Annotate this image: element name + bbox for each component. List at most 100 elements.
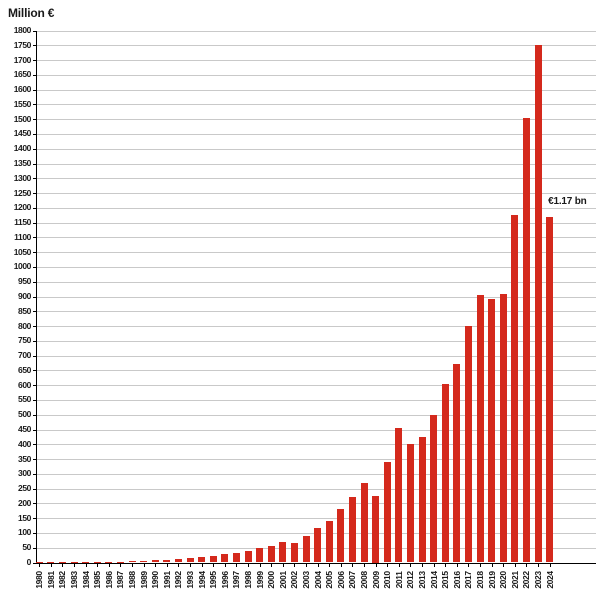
x-axis-label: 1981 (45, 571, 56, 589)
y-axis-label: 1100 (14, 231, 31, 242)
bar-1987 (116, 561, 124, 563)
y-axis-label: 1800 (13, 25, 32, 35)
x-axis-tick (201, 563, 203, 567)
x-axis-label: 1989 (138, 571, 149, 589)
y-axis-tick (33, 281, 36, 283)
y-axis-label: 650 (18, 364, 31, 375)
x-axis-label: 2023 (533, 571, 543, 589)
x-axis-tick (224, 563, 226, 567)
x-axis-label: 1996 (219, 571, 230, 589)
bar-2015 (441, 383, 449, 563)
x-axis-tick (329, 563, 331, 567)
bar-1984 (82, 561, 90, 563)
y-axis-tick (33, 60, 36, 62)
y-axis-tick (33, 45, 36, 47)
x-axis-label: 2004 (312, 571, 323, 589)
x-axis-label: 2021 (509, 571, 520, 589)
y-axis-label: 500 (18, 409, 31, 420)
gridline (36, 163, 596, 165)
y-axis-label: 1000 (13, 261, 32, 272)
gridline (36, 429, 596, 431)
x-axis-label: 2014 (428, 571, 439, 589)
gridline (36, 119, 596, 121)
bar-1983 (70, 561, 78, 563)
x-axis-tick (352, 563, 354, 567)
x-axis-label: 1995 (208, 571, 219, 589)
x-axis-tick (155, 563, 157, 567)
y-axis-label: 450 (18, 424, 31, 434)
y-axis-label: 1600 (13, 84, 32, 95)
x-axis-tick (248, 563, 249, 567)
y-axis-tick (33, 429, 36, 431)
y-axis-tick (33, 385, 36, 387)
y-axis-label: 1200 (13, 202, 32, 213)
bar-2008 (360, 482, 368, 563)
x-axis-tick (120, 563, 122, 567)
y-axis-label: 1350 (13, 158, 32, 168)
y-axis-label: 150 (18, 512, 31, 523)
y-axis-label: 1550 (13, 98, 32, 109)
y-axis-label: 1150 (14, 217, 31, 228)
x-axis-tick (108, 563, 110, 567)
gridline (36, 30, 596, 32)
x-axis-label: 1986 (103, 571, 114, 589)
y-axis-label: 300 (18, 468, 31, 479)
gridline (36, 252, 596, 254)
gridline (36, 89, 596, 91)
bar-1980 (35, 561, 43, 563)
bar-2001 (279, 541, 287, 563)
x-axis-label: 1984 (80, 571, 91, 589)
x-axis-label: 1982 (57, 571, 68, 589)
x-axis-tick (549, 563, 551, 567)
x-axis-line (36, 562, 596, 564)
y-axis-tick (33, 222, 36, 224)
y-axis-tick (33, 326, 36, 328)
bar-1986 (105, 561, 113, 563)
y-axis-tick (33, 444, 36, 446)
x-axis-label: 1987 (115, 571, 126, 589)
bar-1988 (128, 561, 136, 563)
gridline (36, 311, 596, 313)
x-axis-label: 1998 (243, 571, 253, 589)
bar-2010 (383, 462, 391, 563)
bar-1990 (151, 560, 159, 563)
x-axis-label: 1991 (161, 571, 172, 589)
y-axis-tick (33, 148, 36, 150)
bar-1985 (93, 561, 101, 563)
y-axis-label: 1250 (13, 187, 32, 198)
x-axis-tick (398, 563, 400, 567)
gridline (36, 385, 596, 387)
x-axis-tick (50, 563, 52, 567)
y-axis-label: 350 (18, 453, 31, 464)
x-axis-label: 2024 (544, 571, 555, 589)
bar-2022 (522, 117, 530, 563)
y-axis-tick (33, 237, 36, 239)
bar-2005 (325, 521, 333, 563)
gridline (36, 60, 596, 62)
x-axis-tick (375, 563, 377, 567)
gridline (36, 178, 596, 180)
bar-1995 (209, 555, 217, 563)
y-axis-tick (33, 266, 36, 268)
x-axis-tick (178, 563, 180, 567)
x-axis-tick (259, 563, 261, 567)
x-axis-tick (236, 563, 238, 567)
y-axis-label: 50 (22, 542, 31, 553)
gridline (36, 370, 596, 372)
gridline (36, 503, 596, 505)
bar-2006 (337, 509, 345, 563)
x-axis-tick (294, 563, 296, 567)
x-axis-label: 1993 (185, 571, 195, 589)
gridline (36, 207, 596, 209)
x-axis-tick (132, 563, 133, 567)
y-axis-tick (33, 370, 36, 372)
y-axis-tick (33, 119, 36, 121)
y-axis-label: 250 (18, 483, 31, 494)
x-axis-label: 1983 (69, 571, 79, 589)
x-axis-label: 2003 (301, 571, 311, 589)
gridline (36, 340, 596, 342)
bar-2012 (406, 444, 414, 563)
x-axis-label: 2010 (382, 571, 393, 589)
y-axis-label: 100 (18, 527, 31, 538)
